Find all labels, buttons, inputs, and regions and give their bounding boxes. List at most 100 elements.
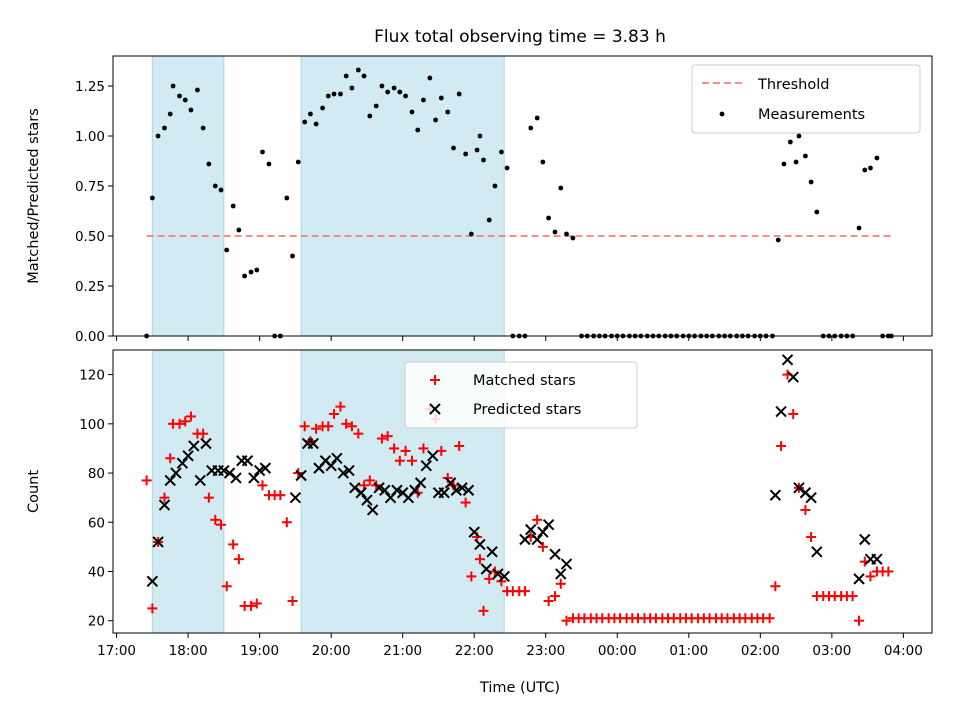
x-stroke-2 xyxy=(200,437,212,450)
predicted-star-point xyxy=(438,487,450,499)
matched-star-point xyxy=(329,408,340,419)
x-stroke-2 xyxy=(525,523,537,536)
matched-star-point xyxy=(543,596,554,607)
bottom-y-axis-label: Count xyxy=(26,470,42,513)
measurement-point xyxy=(477,133,483,139)
measurement-point xyxy=(195,87,200,93)
measurement-point xyxy=(862,167,868,173)
matched-star-point xyxy=(436,445,447,456)
x-stroke-2 xyxy=(307,437,319,450)
measurement-point xyxy=(266,161,272,167)
y-tick-label: 0.00 xyxy=(75,329,105,345)
measurement-point xyxy=(474,147,480,153)
y-tick-label: 20 xyxy=(88,614,105,630)
predicted-star-point xyxy=(549,548,561,560)
measurement-point xyxy=(313,121,319,127)
matched-star-point xyxy=(198,428,209,439)
matched-star-point xyxy=(532,514,543,525)
measurement-point xyxy=(325,93,331,99)
measurement-point xyxy=(814,209,820,215)
matched-star-point xyxy=(478,605,489,616)
measurement-point xyxy=(793,159,799,165)
measurement-point xyxy=(331,91,337,97)
x-stroke-2 xyxy=(379,484,391,496)
matched-star-point xyxy=(147,603,158,614)
x-stroke-2 xyxy=(361,494,373,506)
top-panel: 0.00 0.25 0.50 0.75 1.00 1.25 Matched/Predict… xyxy=(26,55,933,345)
matched-star-point xyxy=(474,554,485,565)
measurement-point xyxy=(355,67,361,73)
measurement-point xyxy=(492,183,498,189)
measurement-point xyxy=(361,73,367,79)
predicted-star-points xyxy=(146,354,883,588)
matched-star-point xyxy=(287,596,298,607)
measurement-point xyxy=(338,91,343,97)
matched-star-point xyxy=(210,514,221,525)
measurement-point xyxy=(796,133,802,139)
x-stroke-2 xyxy=(769,489,782,501)
x-tick-label: 18:00 xyxy=(169,643,208,659)
measurement-point xyxy=(504,165,510,171)
predicted-star-point xyxy=(409,484,421,496)
predicted-star-point xyxy=(146,575,159,588)
predicted-star-point xyxy=(462,484,475,496)
measurement-point xyxy=(155,133,161,139)
x-stroke-2 xyxy=(152,536,164,548)
matched-star-point xyxy=(788,408,799,419)
matched-star-point xyxy=(364,475,375,486)
predicted-star-point xyxy=(379,484,391,496)
x-stroke-2 xyxy=(853,573,865,585)
predicted-star-point xyxy=(223,467,236,479)
measurement-point xyxy=(481,157,486,163)
measurement-point xyxy=(874,155,880,161)
x-stroke-2 xyxy=(805,491,817,504)
matched-star-point xyxy=(159,492,170,503)
measurement-point xyxy=(188,107,194,113)
predicted-star-point xyxy=(525,523,537,536)
measurement-point xyxy=(534,115,540,121)
x-stroke-2 xyxy=(182,450,194,462)
bottom-x-ticks: 17:00 18:00 19:00 20:00 21:00 22:00 23:00 00:00… xyxy=(97,633,923,659)
x-stroke-2 xyxy=(391,484,403,496)
matched-star-point xyxy=(484,573,495,584)
predicted-star-point xyxy=(337,467,350,479)
measurement-point xyxy=(415,127,421,133)
x-stroke-2 xyxy=(319,455,332,467)
matched-star-point xyxy=(221,581,232,592)
predicted-star-point xyxy=(859,533,871,546)
x-stroke-2 xyxy=(218,464,230,477)
measurement-point xyxy=(182,97,188,103)
measurement-point xyxy=(302,119,308,125)
predicted-star-point xyxy=(259,462,272,474)
x-tick-label: 19:00 xyxy=(240,643,279,659)
predicted-star-point xyxy=(805,491,817,504)
x-stroke-2 xyxy=(420,459,433,472)
matched-star-point xyxy=(203,492,214,503)
measurement-point xyxy=(254,267,260,273)
measurement-point xyxy=(445,109,451,115)
measurement-point xyxy=(236,227,242,233)
matched-star-point xyxy=(346,421,357,432)
matched-star-point xyxy=(251,598,262,609)
x-tick-label: 21:00 xyxy=(383,643,422,659)
predicted-star-point xyxy=(853,573,865,585)
predicted-star-point xyxy=(164,474,176,487)
x-stroke-2 xyxy=(531,533,543,546)
x-stroke-2 xyxy=(444,477,457,489)
measurement-point xyxy=(224,247,230,253)
x-stroke-2 xyxy=(537,526,549,538)
x-tick-label: 23:00 xyxy=(526,643,565,659)
matched-star-point xyxy=(806,532,817,543)
matched-star-point xyxy=(847,591,858,602)
x-stroke-2 xyxy=(289,491,302,504)
predicted-star-point xyxy=(560,558,573,570)
matched-star-point xyxy=(561,615,572,626)
x-stroke-2 xyxy=(793,482,805,494)
x-stroke-2 xyxy=(223,467,236,479)
predicted-star-point xyxy=(531,533,543,546)
measurement-point xyxy=(802,153,808,159)
predicted-star-point xyxy=(542,519,555,531)
measurement-point xyxy=(242,273,248,279)
x-stroke-2 xyxy=(468,526,480,538)
legend-matched-swatch xyxy=(430,375,440,385)
